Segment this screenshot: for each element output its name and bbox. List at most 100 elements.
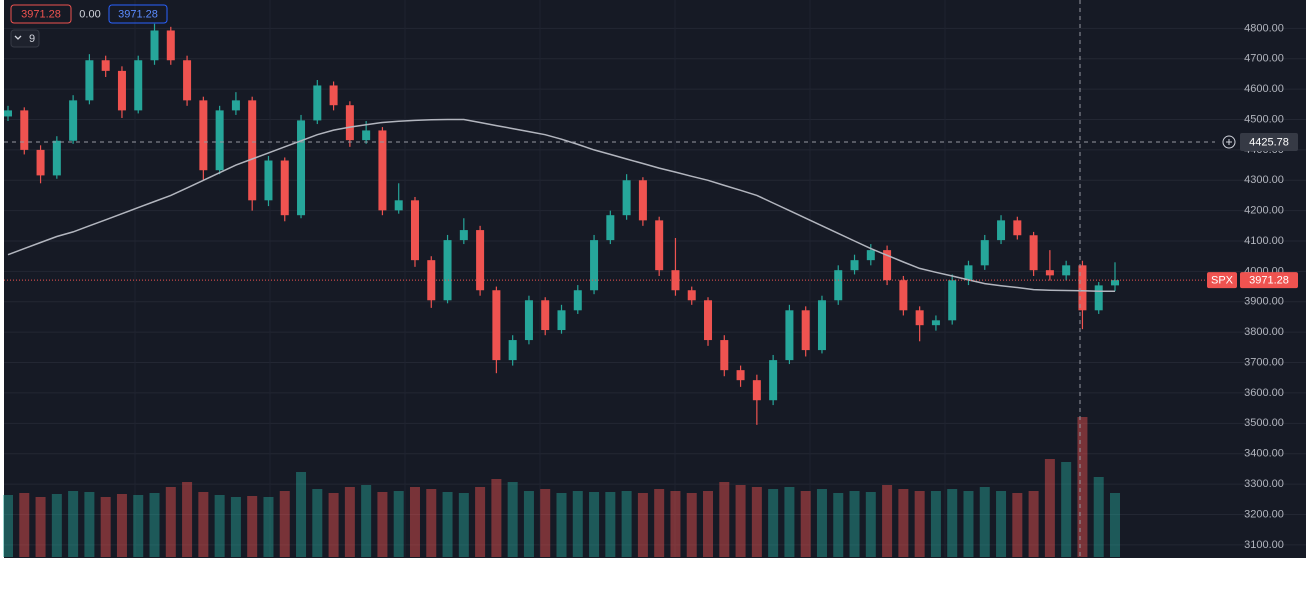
symbol-tag <box>1207 272 1237 289</box>
candle-body <box>69 100 78 141</box>
volume-bar <box>719 482 730 557</box>
candle-body <box>264 160 273 201</box>
candle-body <box>1062 265 1071 276</box>
candle-body <box>1094 285 1103 311</box>
grid: 3100.00 3200.00 3300.00 3400.00 3500.00 3600.… <box>4 0 1306 557</box>
candle-body <box>280 160 289 216</box>
candle-body <box>427 260 436 301</box>
candle-body <box>183 60 192 101</box>
volume-bar <box>589 492 600 557</box>
volume-bar <box>214 495 225 557</box>
volume-pane <box>3 417 1120 557</box>
candle-body <box>134 60 143 111</box>
candle-body <box>655 220 664 271</box>
candle-body <box>476 230 485 291</box>
chevron-icon <box>14 35 22 40</box>
candle-body <box>573 290 582 311</box>
volume-bar <box>898 489 909 557</box>
candle-body <box>606 215 615 241</box>
candle-body <box>931 320 940 326</box>
candle-body <box>524 300 533 341</box>
volume-bar <box>442 492 453 557</box>
candle-body <box>362 130 371 141</box>
candle-body <box>915 310 924 326</box>
chart-background <box>4 0 1306 558</box>
volume-bar <box>572 491 583 557</box>
candle-body <box>443 240 452 301</box>
candle-body <box>736 370 745 381</box>
y-tick-label: 4100.00 <box>1244 235 1284 247</box>
legend-value: 3971.28 <box>118 8 158 20</box>
volume-bar <box>979 487 990 557</box>
last-price-tag <box>1240 272 1298 289</box>
candle-body <box>948 280 957 321</box>
candle-body <box>492 290 501 361</box>
candle-body <box>508 340 517 361</box>
volume-bar <box>540 489 551 557</box>
candle-body <box>231 100 240 111</box>
volume-bar <box>393 491 404 557</box>
candle-body <box>834 270 843 301</box>
candle-body <box>1029 235 1038 271</box>
volume-bar <box>475 487 486 557</box>
volume-bar <box>1093 477 1104 557</box>
volume-bar <box>670 491 681 557</box>
volume-bar <box>800 491 811 557</box>
volume-bar <box>1077 417 1088 557</box>
indicator-toggle[interactable] <box>10 29 40 48</box>
candle-body <box>459 230 468 241</box>
candle-body <box>622 180 631 216</box>
candle-body <box>1078 265 1087 311</box>
candle-body <box>117 70 126 111</box>
candle-body <box>817 300 826 351</box>
volume-bar <box>344 487 355 557</box>
candle-body <box>1013 220 1022 236</box>
overlays: 4425.78 SPX 3971.28 <box>4 118 1298 292</box>
volume-bar <box>68 491 79 557</box>
candle-body <box>85 60 94 101</box>
candle-body <box>101 60 110 71</box>
candle-body <box>687 290 696 301</box>
candles <box>4 23 1119 425</box>
volume-bar <box>686 493 697 557</box>
candle-body <box>378 130 387 211</box>
y-tick-label: 3600.00 <box>1244 387 1284 399</box>
volume-bar <box>3 495 13 557</box>
add-alert-icon[interactable] <box>1222 135 1236 149</box>
y-tick-label: 4800.00 <box>1244 22 1284 34</box>
candle-body <box>590 240 599 291</box>
candle-body <box>248 100 257 201</box>
volume-bar <box>523 491 534 557</box>
legend-value: 0.00 <box>79 8 100 20</box>
y-tick-label: 4600.00 <box>1244 83 1284 95</box>
candle-body <box>1045 270 1054 276</box>
volume-bar <box>996 491 1007 557</box>
y-tick-label: 3200.00 <box>1244 508 1284 520</box>
volume-bar <box>768 489 779 557</box>
candle-body <box>866 250 875 261</box>
candle-body <box>785 310 794 361</box>
volume-bar <box>458 493 469 557</box>
volume-bar <box>133 495 144 557</box>
volume-bar <box>51 494 62 557</box>
candle-body <box>557 310 566 331</box>
candle-body <box>720 340 729 371</box>
candle-body <box>899 280 908 311</box>
y-tick-label: 3900.00 <box>1244 296 1284 308</box>
candle-body <box>801 310 810 351</box>
volume-bar <box>426 489 437 557</box>
candle-body <box>52 140 61 176</box>
moving-average-line <box>7 118 1115 292</box>
volume-bar <box>263 497 274 557</box>
volume-bar <box>963 491 974 557</box>
volume-bar <box>865 492 876 557</box>
volume-bar <box>703 491 714 557</box>
indicator-count: 9 <box>29 33 35 45</box>
volume-bar <box>84 492 95 557</box>
candle-body <box>638 180 647 221</box>
y-tick-label: 4200.00 <box>1244 205 1284 217</box>
volume-bar <box>751 487 762 557</box>
y-tick-label: 3800.00 <box>1244 326 1284 338</box>
candle-body <box>199 100 208 171</box>
volume-bar <box>35 497 46 557</box>
